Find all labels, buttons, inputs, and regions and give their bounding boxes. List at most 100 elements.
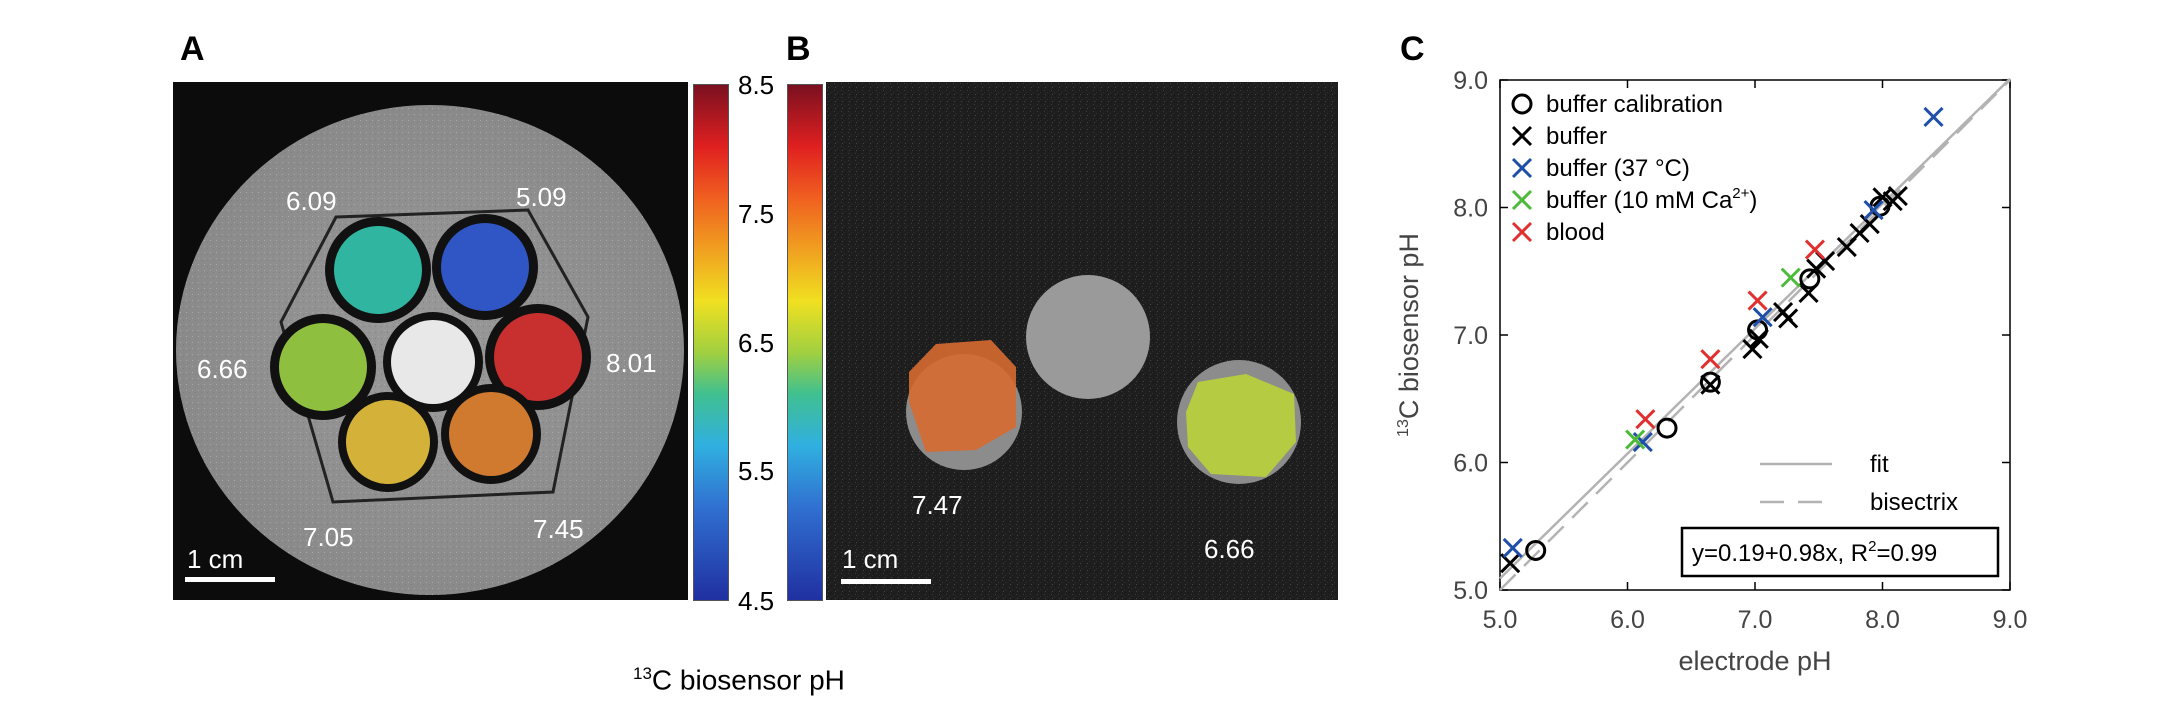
tube-8-01 bbox=[485, 304, 591, 410]
x-marker-stroke bbox=[1859, 214, 1880, 235]
legend-line-label: fit bbox=[1870, 451, 1889, 478]
data-point-x bbox=[1778, 308, 1799, 329]
label-6-09: 6.09 bbox=[286, 186, 337, 216]
legend-marker bbox=[1511, 93, 1533, 115]
y-axis-label-sup: 13 bbox=[1395, 419, 1412, 437]
legend-label-main: buffer bbox=[1546, 123, 1607, 150]
legend-label: buffer (37 °C) bbox=[1546, 155, 1690, 182]
data-point-x bbox=[1887, 185, 1908, 207]
scale-bar-a-label: 1 cm bbox=[187, 544, 244, 574]
label-8-01: 8.01 bbox=[606, 348, 657, 378]
legend-label: buffer (10 mM Ca2+) bbox=[1546, 185, 1757, 214]
x-marker-stroke bbox=[1778, 308, 1799, 329]
series-blood bbox=[1635, 239, 1825, 430]
data-point-x bbox=[1863, 199, 1884, 221]
legend-label-main: buffer calibration bbox=[1546, 91, 1723, 118]
panel-letter-a: A bbox=[180, 30, 205, 68]
data-point-x bbox=[1798, 282, 1819, 303]
label-6-66-b: 6.66 bbox=[1204, 534, 1255, 564]
colorbar-label-sup: 13 bbox=[633, 664, 652, 683]
colorbar-label-text: C biosensor pH bbox=[651, 664, 845, 696]
legend-label-main: buffer (37 °C) bbox=[1546, 155, 1690, 182]
x-marker-stroke bbox=[1747, 290, 1768, 311]
x-marker-stroke bbox=[1742, 338, 1763, 360]
colorbar-b bbox=[787, 84, 823, 601]
x-marker-stroke bbox=[1700, 349, 1721, 370]
x-marker-stroke bbox=[1815, 250, 1836, 272]
legend-label-main: blood bbox=[1546, 219, 1605, 246]
panel-b-mri bbox=[826, 82, 1338, 600]
x-axis-label: electrode pH bbox=[1678, 646, 1831, 676]
legend-label-main: buffer (10 mM Ca bbox=[1546, 187, 1733, 214]
tube-6-66 bbox=[270, 314, 376, 420]
x-marker-stroke bbox=[1511, 157, 1533, 179]
legend-marker bbox=[1511, 189, 1533, 211]
scale-bar-a bbox=[185, 577, 275, 582]
legend-label-sup: 2+ bbox=[1732, 185, 1749, 202]
panel-c-chart: 5.0 6.0 7.0 8.0 9.0 5.0 6.0 7.0 8.0 9.0 buffer ca… bbox=[1394, 67, 2027, 676]
legend-marker bbox=[1511, 125, 1533, 147]
data-point-x bbox=[1804, 239, 1825, 260]
x-tick-label: 7.0 bbox=[1738, 606, 1773, 634]
x-tick-label: 6.0 bbox=[1610, 606, 1645, 634]
tube-5-09 bbox=[432, 214, 538, 320]
legend: buffer calibration buffer buffer (37 °C) bu… bbox=[1511, 91, 2000, 578]
label-6-66: 6.66 bbox=[197, 354, 248, 384]
fit-equation-tail: =0.99 bbox=[1876, 540, 1937, 567]
x-marker-stroke bbox=[1748, 328, 1769, 349]
data-point-x bbox=[1635, 409, 1656, 430]
series-buffer bbox=[1500, 185, 1908, 574]
colorbar-label: 13C biosensor pH bbox=[633, 664, 845, 696]
label-7-45: 7.45 bbox=[533, 514, 584, 544]
panel-b-image: 7.47 6.66 1 cm bbox=[826, 82, 1338, 600]
label-7-05: 7.05 bbox=[303, 522, 354, 552]
scale-bar-b-label: 1 cm bbox=[842, 544, 899, 574]
x-marker-stroke bbox=[1700, 374, 1721, 395]
fit-line bbox=[1499, 77, 2011, 580]
x-marker-stroke bbox=[1635, 409, 1656, 430]
legend-label: blood bbox=[1546, 219, 1605, 246]
data-point-circle bbox=[1799, 268, 1821, 290]
x-marker-stroke bbox=[1863, 199, 1884, 221]
legend-marker bbox=[1511, 221, 1533, 243]
panel-a-image: 6.09 5.09 6.66 8.01 7.05 7.45 1 cm bbox=[173, 82, 688, 600]
tube-center bbox=[383, 312, 483, 412]
x-tick-label: 5.0 bbox=[1483, 606, 1518, 634]
panel-letter-c: C bbox=[1400, 30, 1425, 68]
tube-6-09 bbox=[325, 217, 431, 323]
x-tick-label: 9.0 bbox=[1993, 606, 2028, 634]
y-tick-label: 5.0 bbox=[1453, 577, 1488, 605]
label-5-09: 5.09 bbox=[516, 182, 567, 212]
x-marker-stroke bbox=[1923, 106, 1944, 128]
x-marker-stroke bbox=[1798, 282, 1819, 303]
tube-7-45 bbox=[441, 384, 541, 484]
data-point-x bbox=[1923, 106, 1944, 128]
y-tick-label: 6.0 bbox=[1453, 450, 1488, 478]
data-point-x bbox=[1700, 349, 1721, 370]
colorbar-tick-8-5: 8.5 bbox=[738, 70, 775, 100]
legend-label-tail: ) bbox=[1749, 187, 1757, 214]
x-marker-stroke bbox=[1872, 187, 1893, 208]
data-point-x bbox=[1625, 429, 1646, 450]
data-point-x bbox=[1742, 338, 1763, 360]
y-tick-label: 7.0 bbox=[1453, 322, 1488, 350]
y-axis-label-text: C biosensor pH bbox=[1394, 233, 1424, 419]
data-point-x bbox=[1748, 328, 1769, 349]
data-point-x bbox=[1752, 307, 1773, 328]
x-marker-stroke bbox=[1632, 432, 1653, 453]
x-marker-stroke bbox=[1511, 125, 1533, 147]
x-marker-stroke bbox=[1887, 185, 1908, 207]
x-marker-stroke bbox=[1511, 221, 1533, 243]
y-tick-label: 9.0 bbox=[1453, 67, 1488, 95]
legend-label: buffer bbox=[1546, 123, 1607, 150]
axis-ticks: 5.0 6.0 7.0 8.0 9.0 5.0 6.0 7.0 8.0 9.0 bbox=[1453, 67, 2027, 634]
legend-label: buffer calibration bbox=[1546, 91, 1723, 118]
legend-marker bbox=[1511, 157, 1533, 179]
data-point-x bbox=[1502, 537, 1523, 558]
tube-7-05 bbox=[338, 392, 438, 492]
x-marker-stroke bbox=[1804, 239, 1825, 260]
fit-equation: y=0.19+0.98x, R2=0.99 bbox=[1692, 538, 1937, 567]
series-buffer-10-mm-ca2- bbox=[1625, 267, 1801, 450]
y-axis-label: 13C biosensor pH bbox=[1394, 233, 1424, 437]
colorbar-tick-5-5: 5.5 bbox=[738, 456, 775, 486]
